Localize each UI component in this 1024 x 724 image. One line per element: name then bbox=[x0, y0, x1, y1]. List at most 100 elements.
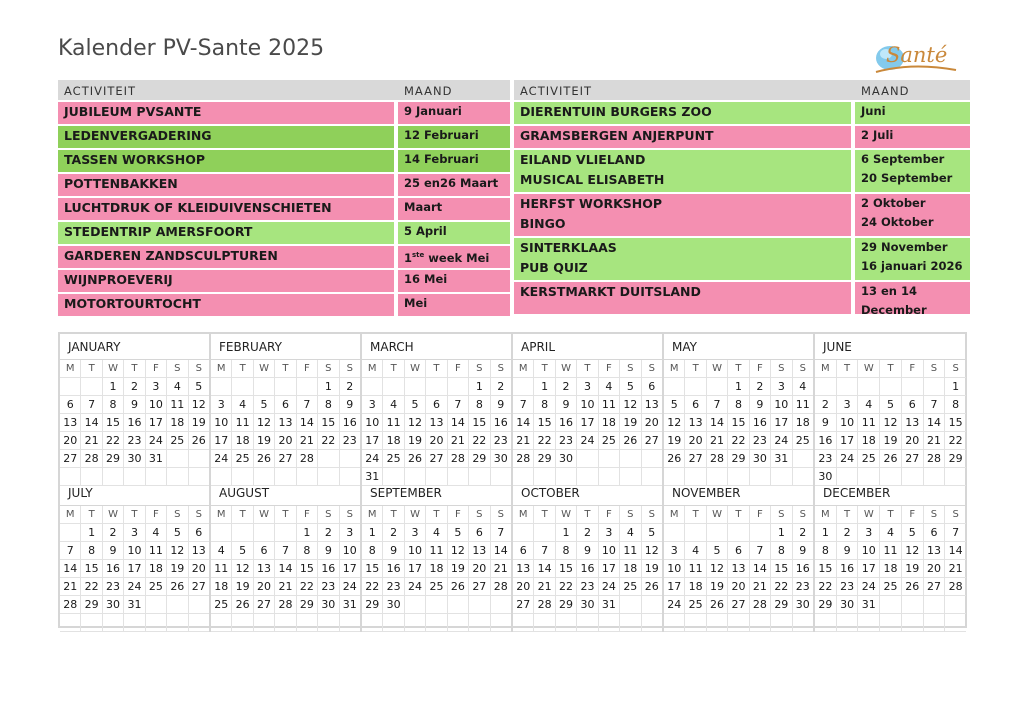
weekday-label: S bbox=[620, 506, 642, 524]
day-cell: 9 bbox=[339, 396, 360, 414]
weekday-label: W bbox=[404, 506, 427, 524]
month-name: SEPTEMBER bbox=[362, 480, 511, 506]
day-cell: 7 bbox=[945, 524, 967, 542]
day-cell: 14 bbox=[81, 414, 103, 432]
weekday-label: T bbox=[880, 360, 902, 378]
day-cell: 29 bbox=[945, 450, 967, 468]
activity-month: 1ste week Mei bbox=[398, 246, 510, 268]
day-cell: 30 bbox=[490, 450, 511, 468]
day-cell: 19 bbox=[232, 578, 254, 596]
day-cell bbox=[901, 378, 924, 396]
day-cell: 19 bbox=[404, 432, 427, 450]
weekday-label: T bbox=[534, 506, 556, 524]
week-row: 5 6 7 8 9 10 11 bbox=[664, 396, 813, 414]
day-cell: 3 bbox=[664, 542, 686, 560]
activity-name: HERFST WORKSHOP BINGO bbox=[514, 194, 851, 236]
day-cell bbox=[124, 468, 146, 486]
day-cell bbox=[81, 468, 103, 486]
day-cell bbox=[945, 468, 967, 486]
weekday-label: S bbox=[167, 506, 189, 524]
weekday-label: S bbox=[771, 506, 793, 524]
day-cell: 28 bbox=[923, 450, 946, 468]
day-cell bbox=[232, 614, 254, 632]
day-cell: 22 bbox=[945, 432, 967, 450]
day-cell: 4 bbox=[426, 524, 448, 542]
day-cell: 23 bbox=[490, 432, 511, 450]
day-cell bbox=[167, 596, 189, 614]
day-cell: 4 bbox=[598, 378, 621, 396]
day-cell: 20 bbox=[923, 560, 946, 578]
day-cell: 25 bbox=[598, 432, 621, 450]
day-cell bbox=[253, 468, 276, 486]
day-cell: 23 bbox=[102, 578, 125, 596]
activity-month: 13 en 14 December bbox=[855, 282, 970, 317]
day-cell: 1 bbox=[362, 524, 384, 542]
day-cell: 22 bbox=[469, 432, 491, 450]
day-cell: 6 bbox=[685, 396, 707, 414]
day-cell bbox=[167, 468, 189, 486]
day-cell bbox=[641, 450, 662, 468]
week-row: 24 25 26 27 28 29 30 bbox=[664, 596, 813, 614]
day-cell bbox=[792, 468, 813, 486]
day-cell bbox=[815, 614, 837, 632]
week-row bbox=[362, 614, 511, 632]
activity-month-text: 20 September bbox=[861, 171, 953, 185]
week-row: 10 11 12 13 14 15 16 bbox=[664, 560, 813, 578]
week-row: 21 22 23 24 25 26 27 bbox=[60, 578, 209, 596]
weekday-label: F bbox=[901, 360, 924, 378]
day-cell: 22 bbox=[555, 578, 578, 596]
page-title: Kalender PV-Sante 2025 bbox=[58, 36, 325, 61]
day-cell: 15 bbox=[945, 414, 967, 432]
day-cell: 7 bbox=[81, 396, 103, 414]
day-cell bbox=[447, 468, 470, 486]
day-cell bbox=[404, 596, 427, 614]
weekday-label: S bbox=[318, 506, 340, 524]
week-row: 20 21 22 23 24 25 26 bbox=[513, 578, 662, 596]
day-cell: 13 bbox=[469, 542, 491, 560]
day-cell: 26 bbox=[447, 578, 470, 596]
activity-name-text: LEDENVERGADERING bbox=[64, 128, 212, 143]
day-cell: 6 bbox=[728, 542, 750, 560]
day-cell: 20 bbox=[513, 578, 535, 596]
day-cell: 12 bbox=[404, 414, 427, 432]
day-cell bbox=[577, 468, 599, 486]
day-cell bbox=[685, 524, 707, 542]
weekday-label: F bbox=[447, 506, 470, 524]
day-cell: 23 bbox=[836, 578, 859, 596]
day-cell: 23 bbox=[749, 432, 772, 450]
day-cell: 5 bbox=[880, 396, 902, 414]
day-cell: 21 bbox=[296, 432, 319, 450]
day-cell: 12 bbox=[620, 396, 642, 414]
day-cell bbox=[426, 468, 448, 486]
day-cell bbox=[641, 596, 662, 614]
activity-name: SINTERKLAAS PUB QUIZ bbox=[514, 238, 851, 280]
day-cell: 27 bbox=[923, 578, 946, 596]
activity-month-text: December bbox=[861, 303, 927, 317]
weekday-label: S bbox=[167, 360, 189, 378]
day-cell bbox=[923, 614, 946, 632]
day-cell bbox=[577, 450, 599, 468]
day-cell: 4 bbox=[383, 396, 405, 414]
day-cell: 29 bbox=[771, 596, 793, 614]
day-cell: 2 bbox=[490, 378, 511, 396]
day-cell: 11 bbox=[792, 396, 813, 414]
month-block-june: JUNE M T W T F S S 1 2 3 4 5 6 7 8 9 10 11 12 13 14 15 16 17 18 19… bbox=[815, 334, 967, 486]
day-cell bbox=[901, 614, 924, 632]
day-cell: 4 bbox=[211, 542, 233, 560]
weekday-label: S bbox=[945, 506, 967, 524]
day-cell: 6 bbox=[426, 396, 448, 414]
activities-header: ACTIVITEIT MAAND bbox=[514, 80, 970, 100]
day-cell bbox=[232, 468, 254, 486]
activity-name: DIERENTUIN BURGERS ZOO bbox=[514, 102, 851, 124]
day-cell: 9 bbox=[792, 542, 813, 560]
week-row bbox=[211, 468, 360, 486]
activity-row: LUCHTDRUK OF KLEIDUIVENSCHIETEN Maart bbox=[58, 198, 510, 220]
day-cell: 19 bbox=[901, 560, 924, 578]
day-cell: 23 bbox=[124, 432, 146, 450]
weekday-label: S bbox=[469, 506, 491, 524]
day-cell: 16 bbox=[577, 560, 599, 578]
